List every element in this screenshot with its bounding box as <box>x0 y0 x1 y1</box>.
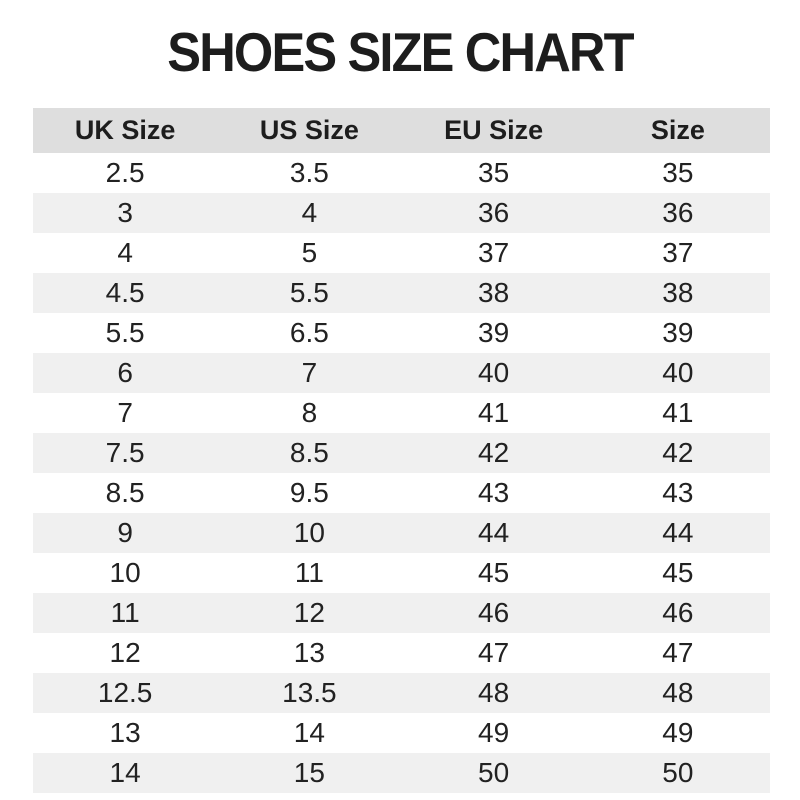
table-cell: 14 <box>33 752 218 793</box>
table-cell: 8.5 <box>217 432 402 473</box>
table-row: 12 13 47 47 <box>33 632 770 673</box>
table-cell: 42 <box>585 432 770 473</box>
table-cell: 9 <box>33 512 218 553</box>
table-cell: 50 <box>401 752 586 793</box>
table-cell: 13 <box>33 712 218 753</box>
table-cell: 40 <box>401 352 586 393</box>
table-cell: 9.5 <box>217 472 402 513</box>
table-cell: 40 <box>585 352 770 393</box>
table-row: 4 5 37 37 <box>33 232 770 273</box>
table-cell: 37 <box>585 232 770 273</box>
table-cell: 2.5 <box>33 152 218 193</box>
table-cell: 7 <box>217 352 402 393</box>
table-row: 2.5 3.5 35 35 <box>33 152 770 193</box>
table-row: 11 12 46 46 <box>33 592 770 633</box>
table-cell: 8 <box>217 392 402 433</box>
table-cell: 49 <box>585 712 770 753</box>
table-cell: 46 <box>585 592 770 633</box>
table-cell: 10 <box>217 512 402 553</box>
table-cell: 43 <box>585 472 770 513</box>
table-cell: 37 <box>401 232 586 273</box>
table-cell: 6 <box>33 352 218 393</box>
table-row: 6 7 40 40 <box>33 352 770 393</box>
table-cell: 15 <box>217 752 402 793</box>
column-header-eu-size: EU Size <box>401 107 586 153</box>
table-row: 5.5 6.5 39 39 <box>33 312 770 353</box>
table-cell: 41 <box>585 392 770 433</box>
table-cell: 47 <box>585 632 770 673</box>
table-cell: 11 <box>217 552 402 593</box>
table-row: 7 8 41 41 <box>33 392 770 433</box>
table-cell: 39 <box>585 312 770 353</box>
table-cell: 44 <box>585 512 770 553</box>
table-cell: 4.5 <box>33 272 218 313</box>
table-row: 9 10 44 44 <box>33 512 770 553</box>
table-cell: 47 <box>401 632 586 673</box>
table-cell: 5.5 <box>217 272 402 313</box>
table-cell: 35 <box>585 152 770 193</box>
table-cell: 4 <box>33 232 218 273</box>
table-cell: 10 <box>33 552 218 593</box>
page-title: SHOES SIZE CHART <box>167 21 634 83</box>
column-header-us-size: US Size <box>217 107 402 153</box>
table-cell: 44 <box>401 512 586 553</box>
table-cell: 12.5 <box>33 672 218 713</box>
table-cell: 36 <box>401 192 586 233</box>
table-cell: 11 <box>33 592 218 633</box>
table-row: 13 14 49 49 <box>33 712 770 753</box>
table-row: 10 11 45 45 <box>33 552 770 593</box>
table-row: 3 4 36 36 <box>33 192 770 233</box>
table-cell: 5 <box>217 232 402 273</box>
table-cell: 7.5 <box>33 432 218 473</box>
table-row: 14 15 50 50 <box>33 752 770 793</box>
table-cell: 6.5 <box>217 312 402 353</box>
table-cell: 8.5 <box>33 472 218 513</box>
column-header-size: Size <box>585 107 770 153</box>
table-cell: 13 <box>217 632 402 673</box>
table-header: UK Size US Size EU Size Size <box>33 107 770 153</box>
table-cell: 13.5 <box>217 672 402 713</box>
table-row: 4.5 5.5 38 38 <box>33 272 770 313</box>
table-cell: 14 <box>217 712 402 753</box>
table-cell: 42 <box>401 432 586 473</box>
table-cell: 3 <box>33 192 218 233</box>
table-cell: 35 <box>401 152 586 193</box>
table-body: 2.5 3.5 35 35 3 4 36 36 4 5 37 37 4.5 5.5 38 38 5.5 6.5 39… <box>33 152 770 793</box>
table-cell: 36 <box>585 192 770 233</box>
size-chart-table: UK Size US Size EU Size Size 2.5 3.5 35 35 3… <box>33 107 770 793</box>
table-row: 12.5 13.5 48 48 <box>33 672 770 713</box>
table-cell: 3.5 <box>217 152 402 193</box>
table-cell: 45 <box>401 552 586 593</box>
table-cell: 38 <box>585 272 770 313</box>
column-header-uk-size: UK Size <box>33 107 218 153</box>
table-cell: 39 <box>401 312 586 353</box>
table-cell: 38 <box>401 272 586 313</box>
table-cell: 41 <box>401 392 586 433</box>
table-cell: 50 <box>585 752 770 793</box>
table-cell: 46 <box>401 592 586 633</box>
table-cell: 49 <box>401 712 586 753</box>
table-row: 7.5 8.5 42 42 <box>33 432 770 473</box>
table-cell: 7 <box>33 392 218 433</box>
table-cell: 45 <box>585 552 770 593</box>
table-cell: 12 <box>33 632 218 673</box>
table-cell: 48 <box>401 672 586 713</box>
table-header-row: UK Size US Size EU Size Size <box>33 107 770 153</box>
table-cell: 5.5 <box>33 312 218 353</box>
table-cell: 43 <box>401 472 586 513</box>
table-cell: 4 <box>217 192 402 233</box>
table-cell: 12 <box>217 592 402 633</box>
table-row: 8.5 9.5 43 43 <box>33 472 770 513</box>
table-cell: 48 <box>585 672 770 713</box>
